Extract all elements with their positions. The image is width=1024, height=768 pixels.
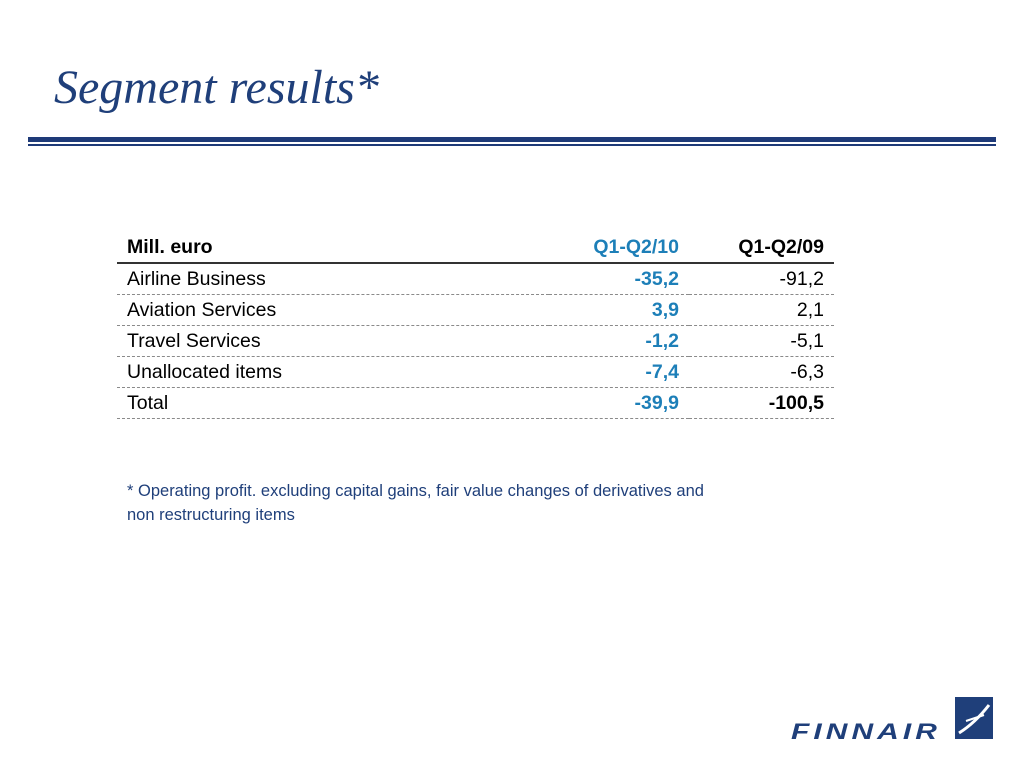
footnote: * Operating profit. excluding capital ga… [127, 482, 704, 524]
page-title: Segment results* [54, 61, 379, 114]
title-divider [28, 137, 996, 146]
table-row-total: Total -39,9 -100,5 [117, 387, 834, 419]
row-label: Unallocated items [117, 356, 549, 388]
logo-wordmark: FINNAIR [791, 719, 941, 742]
table-row: Unallocated items -7,4 -6,3 [117, 356, 834, 388]
row-previous-value: -5,1 [689, 325, 834, 357]
row-current-value: -35,2 [549, 263, 689, 295]
header-mill-euro: Mill. euro [117, 232, 549, 264]
row-current-value: -39,9 [549, 387, 689, 419]
row-previous-value: -91,2 [689, 263, 834, 295]
row-previous-value: 2,1 [689, 294, 834, 326]
segment-results-table: Mill. euro Q1-Q2/10 Q1-Q2/09 Airline Bus… [117, 232, 834, 419]
row-label: Airline Business [117, 263, 549, 295]
row-current-value: -7,4 [549, 356, 689, 388]
table-row: Travel Services -1,2 -5,1 [117, 325, 834, 357]
row-label: Aviation Services [117, 294, 549, 326]
row-previous-value: -100,5 [689, 387, 834, 419]
row-label: Total [117, 387, 549, 419]
row-previous-value: -6,3 [689, 356, 834, 388]
row-current-value: -1,2 [549, 325, 689, 357]
header-previous-period: Q1-Q2/09 [689, 232, 834, 264]
row-current-value: 3,9 [549, 294, 689, 326]
table-header-row: Mill. euro Q1-Q2/10 Q1-Q2/09 [117, 232, 834, 264]
header-current-period: Q1-Q2/10 [549, 232, 689, 264]
row-label: Travel Services [117, 325, 549, 357]
finnair-emblem-icon [955, 697, 993, 739]
table-row: Airline Business -35,2 -91,2 [117, 263, 834, 295]
table-row: Aviation Services 3,9 2,1 [117, 294, 834, 326]
finnair-logo: FINNAIR [791, 697, 993, 742]
